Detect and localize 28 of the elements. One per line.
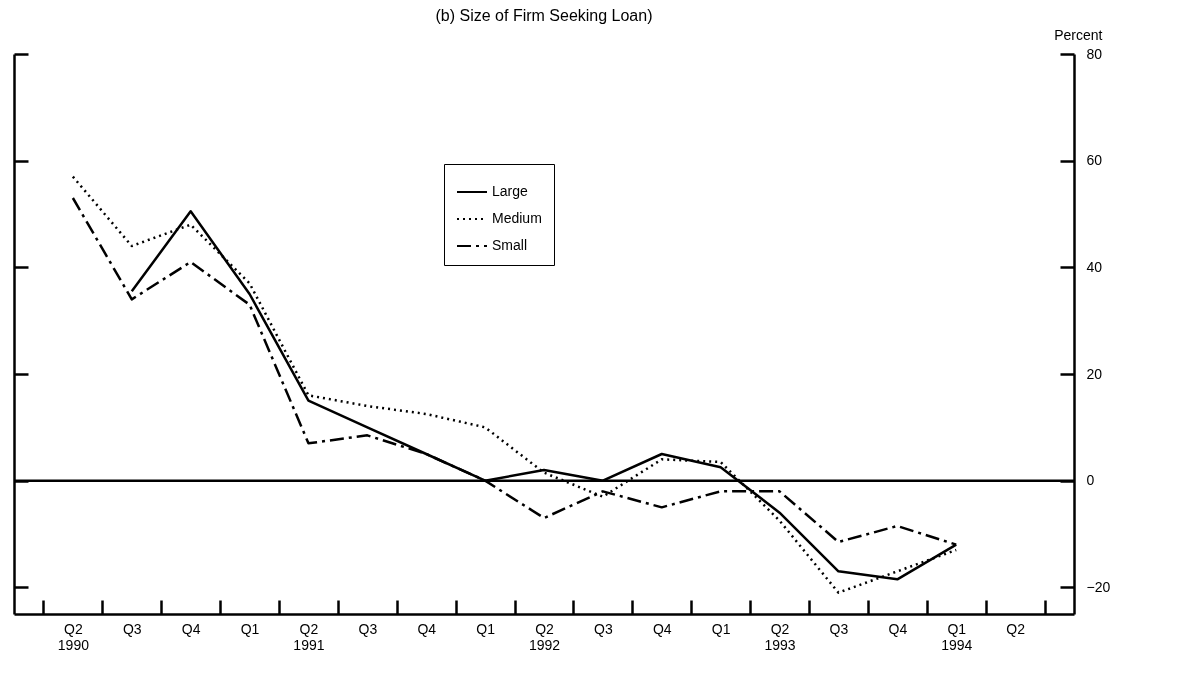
chart-title: (b) Size of Firm Seeking Loan) [435,7,653,24]
x-tick-label: Q4 [417,620,437,637]
legend-label: Medium [492,210,542,226]
y-tick-label: 0 [1086,472,1095,489]
x-tick-label: Q4 [181,620,201,637]
x-tick-label: Q2 1991 [293,620,325,653]
x-tick-label: Q3 [829,620,849,637]
x-tick-label: Q1 [711,620,731,637]
x-tick-label: Q3 [122,620,142,637]
x-tick-label: Q2 1990 [57,620,90,653]
y-tick-label: −20 [1086,578,1111,595]
legend-label: Small [492,237,528,253]
x-tick-label: Q3 [594,620,613,637]
x-tick-label: Q1 1994 [941,620,973,653]
x-tick-label: Q2 [1006,620,1026,637]
y-tick-label: 60 [1086,152,1103,169]
y-tick-label: 80 [1086,45,1103,62]
x-tick-label: Q4 [888,620,908,637]
y-tick-label: 20 [1086,365,1103,382]
x-tick-label: Q2 1993 [764,620,796,653]
x-tick-label: Q1 [476,620,496,637]
x-tick-label: Q1 [240,620,260,637]
y-axis-title: Percent [1054,26,1103,43]
x-tick-label: Q4 [652,620,672,637]
x-tick-label: Q2 1992 [528,620,561,653]
y-tick-label: 40 [1086,258,1103,275]
legend-label: Large [492,183,529,199]
x-tick-label: Q3 [358,620,378,637]
